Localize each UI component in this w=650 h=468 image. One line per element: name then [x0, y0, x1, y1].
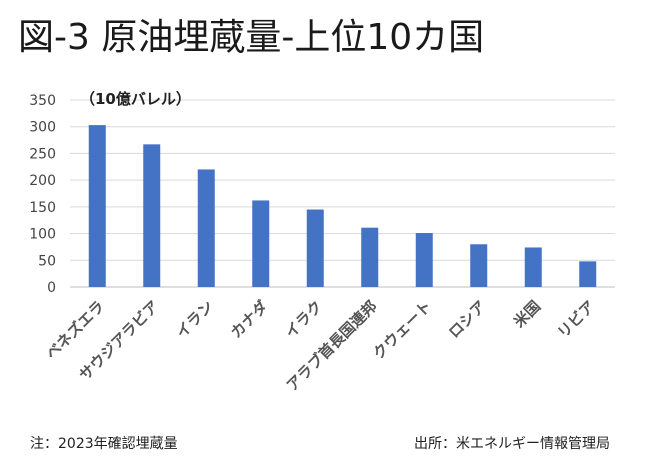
- bar: [415, 233, 433, 287]
- bar: [252, 200, 270, 287]
- bar: [524, 247, 542, 287]
- bar: [197, 169, 215, 287]
- y-tick-label: 200: [29, 173, 56, 189]
- bar: [143, 144, 161, 287]
- y-tick-label: 150: [29, 200, 56, 216]
- gridlines: [70, 99, 615, 288]
- bar: [470, 244, 488, 287]
- x-tick-label: 米国: [510, 297, 544, 331]
- y-tick-labels: 0 50 100 150 200 250 300 350: [29, 93, 56, 296]
- x-tick-labels: ベネズエラサウジアラビア イラン カナダ イラクアラブ首長国連邦クウェート ロシア 米国リ…: [42, 297, 598, 395]
- bar: [361, 227, 379, 287]
- x-tick-label: イラン: [173, 297, 218, 342]
- footnote: 注：2023年確認埋蔵量: [30, 436, 178, 452]
- x-tick-label: リビア: [554, 297, 599, 342]
- x-tick-label: ロシア: [445, 297, 490, 342]
- bar: [306, 209, 324, 287]
- y-tick-label: 50: [38, 253, 56, 269]
- bar: [579, 261, 597, 287]
- y-tick-label: 100: [29, 227, 56, 243]
- chart-title: 図-3 原油埋蔵量-上位10カ国: [18, 17, 485, 58]
- x-tick-label: イラク: [282, 297, 327, 342]
- y-tick-label: 0: [47, 280, 56, 296]
- y-tick-label: 350: [29, 93, 56, 109]
- unit-label: （10億バレル）: [80, 90, 191, 108]
- source-note: 出所：米エネルギー情報管理局: [414, 436, 610, 452]
- bars: [88, 125, 597, 288]
- bar: [88, 125, 106, 288]
- x-tick-label: カナダ: [227, 297, 272, 342]
- x-tick-label: クウェート: [369, 297, 435, 363]
- y-tick-label: 300: [29, 120, 56, 136]
- y-tick-label: 250: [29, 146, 56, 162]
